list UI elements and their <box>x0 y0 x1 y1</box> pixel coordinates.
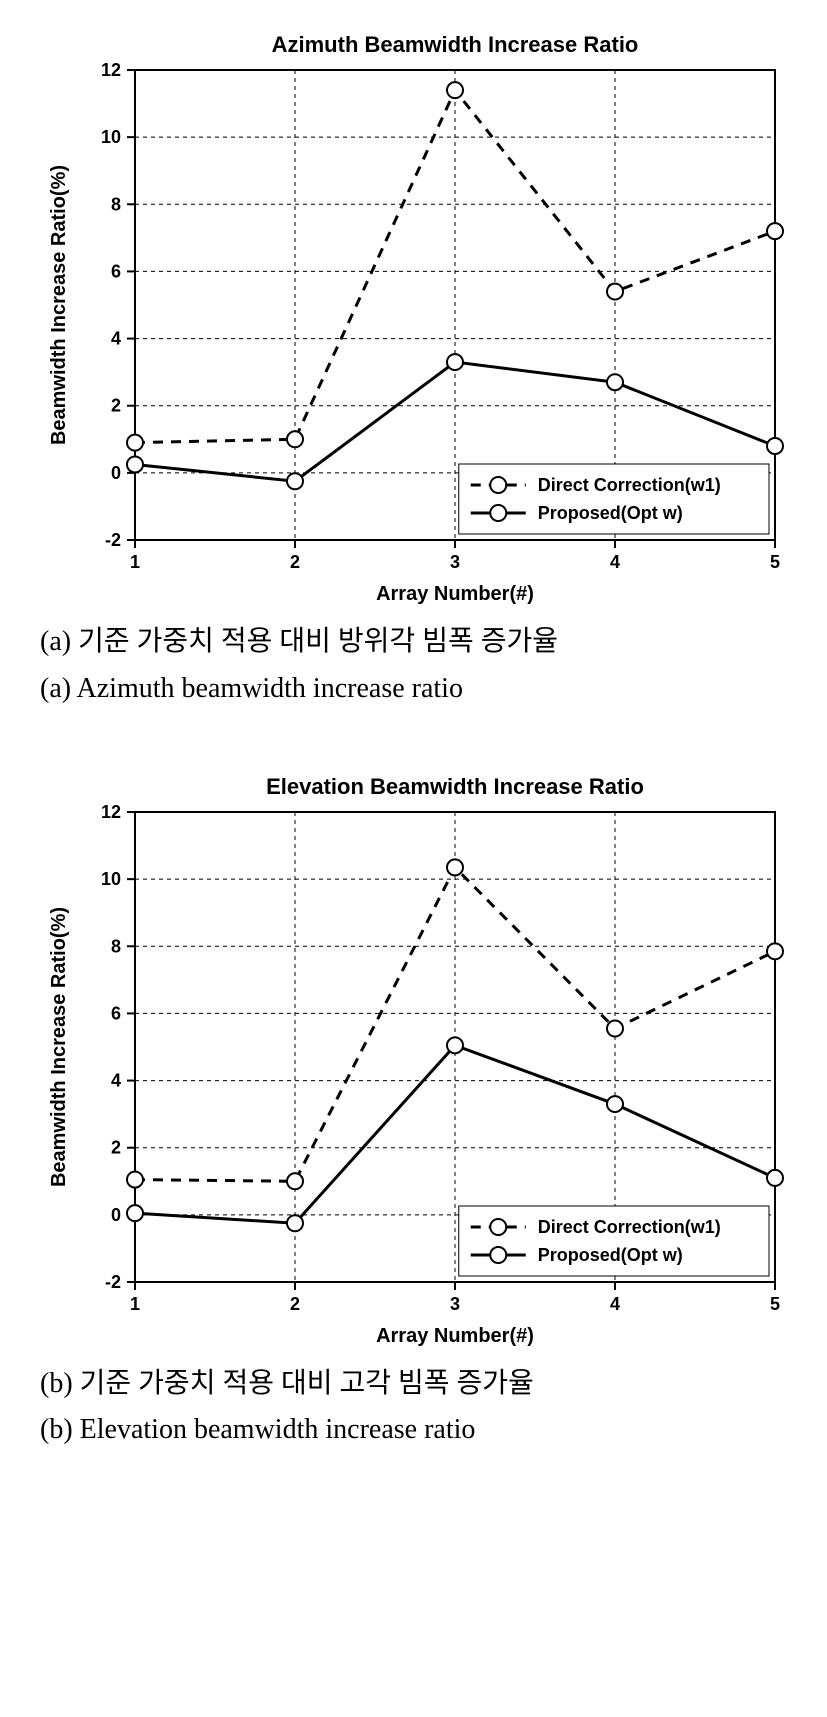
svg-text:Direct Correction(w1): Direct Correction(w1) <box>538 1217 721 1237</box>
svg-text:Direct Correction(w1): Direct Correction(w1) <box>538 475 721 495</box>
svg-text:Array Number(#): Array Number(#) <box>376 1325 534 1347</box>
azimuth-chart: 12345-2024681012Azimuth Beamwidth Increa… <box>30 20 790 610</box>
svg-text:1: 1 <box>130 552 140 572</box>
svg-text:0: 0 <box>111 463 121 483</box>
svg-text:Beamwidth Increase Ratio(%): Beamwidth Increase Ratio(%) <box>48 907 70 1187</box>
page: 12345-2024681012Azimuth Beamwidth Increa… <box>0 0 827 1543</box>
svg-text:3: 3 <box>450 552 460 572</box>
svg-text:4: 4 <box>610 552 620 572</box>
svg-text:2: 2 <box>111 1137 121 1157</box>
svg-text:10: 10 <box>101 869 121 889</box>
svg-text:2: 2 <box>290 552 300 572</box>
svg-text:-2: -2 <box>105 1272 121 1292</box>
svg-text:Proposed(Opt w): Proposed(Opt w) <box>538 1245 683 1265</box>
svg-text:2: 2 <box>111 396 121 416</box>
svg-text:Azimuth Beamwidth Increase Rat: Azimuth Beamwidth Increase Ratio <box>272 32 639 57</box>
svg-text:8: 8 <box>111 936 121 956</box>
svg-text:12: 12 <box>101 60 121 80</box>
azimuth-chart-block: 12345-2024681012Azimuth Beamwidth Increa… <box>30 20 797 712</box>
svg-text:8: 8 <box>111 194 121 214</box>
svg-text:Elevation Beamwidth Increase R: Elevation Beamwidth Increase Ratio <box>266 774 644 799</box>
svg-text:-2: -2 <box>105 530 121 550</box>
svg-text:4: 4 <box>610 1294 620 1314</box>
svg-text:12: 12 <box>101 802 121 822</box>
svg-text:2: 2 <box>290 1294 300 1314</box>
svg-text:6: 6 <box>111 261 121 281</box>
svg-text:5: 5 <box>770 552 780 572</box>
svg-text:10: 10 <box>101 127 121 147</box>
svg-text:Array Number(#): Array Number(#) <box>376 583 534 605</box>
caption-line: (b) 기준 가중치 적용 대비 고각 빔폭 증가율 <box>40 1362 797 1407</box>
svg-text:4: 4 <box>111 329 121 349</box>
svg-text:4: 4 <box>111 1070 121 1090</box>
elevation-caption: (b) 기준 가중치 적용 대비 고각 빔폭 증가율 (b) Elevation… <box>40 1362 797 1454</box>
elevation-chart: 12345-2024681012Elevation Beamwidth Incr… <box>30 762 790 1352</box>
svg-text:6: 6 <box>111 1003 121 1023</box>
caption-line: (a) 기준 가중치 적용 대비 방위각 빔폭 증가율 <box>40 620 797 665</box>
svg-text:3: 3 <box>450 1294 460 1314</box>
svg-text:5: 5 <box>770 1294 780 1314</box>
caption-line: (a) Azimuth beamwidth increase ratio <box>40 667 797 712</box>
svg-text:Beamwidth Increase Ratio(%): Beamwidth Increase Ratio(%) <box>48 165 70 445</box>
svg-text:1: 1 <box>130 1294 140 1314</box>
svg-text:Proposed(Opt w): Proposed(Opt w) <box>538 503 683 523</box>
caption-line: (b) Elevation beamwidth increase ratio <box>40 1408 797 1453</box>
svg-text:0: 0 <box>111 1204 121 1224</box>
azimuth-caption: (a) 기준 가중치 적용 대비 방위각 빔폭 증가율 (a) Azimuth … <box>40 620 797 712</box>
elevation-chart-block: 12345-2024681012Elevation Beamwidth Incr… <box>30 762 797 1454</box>
